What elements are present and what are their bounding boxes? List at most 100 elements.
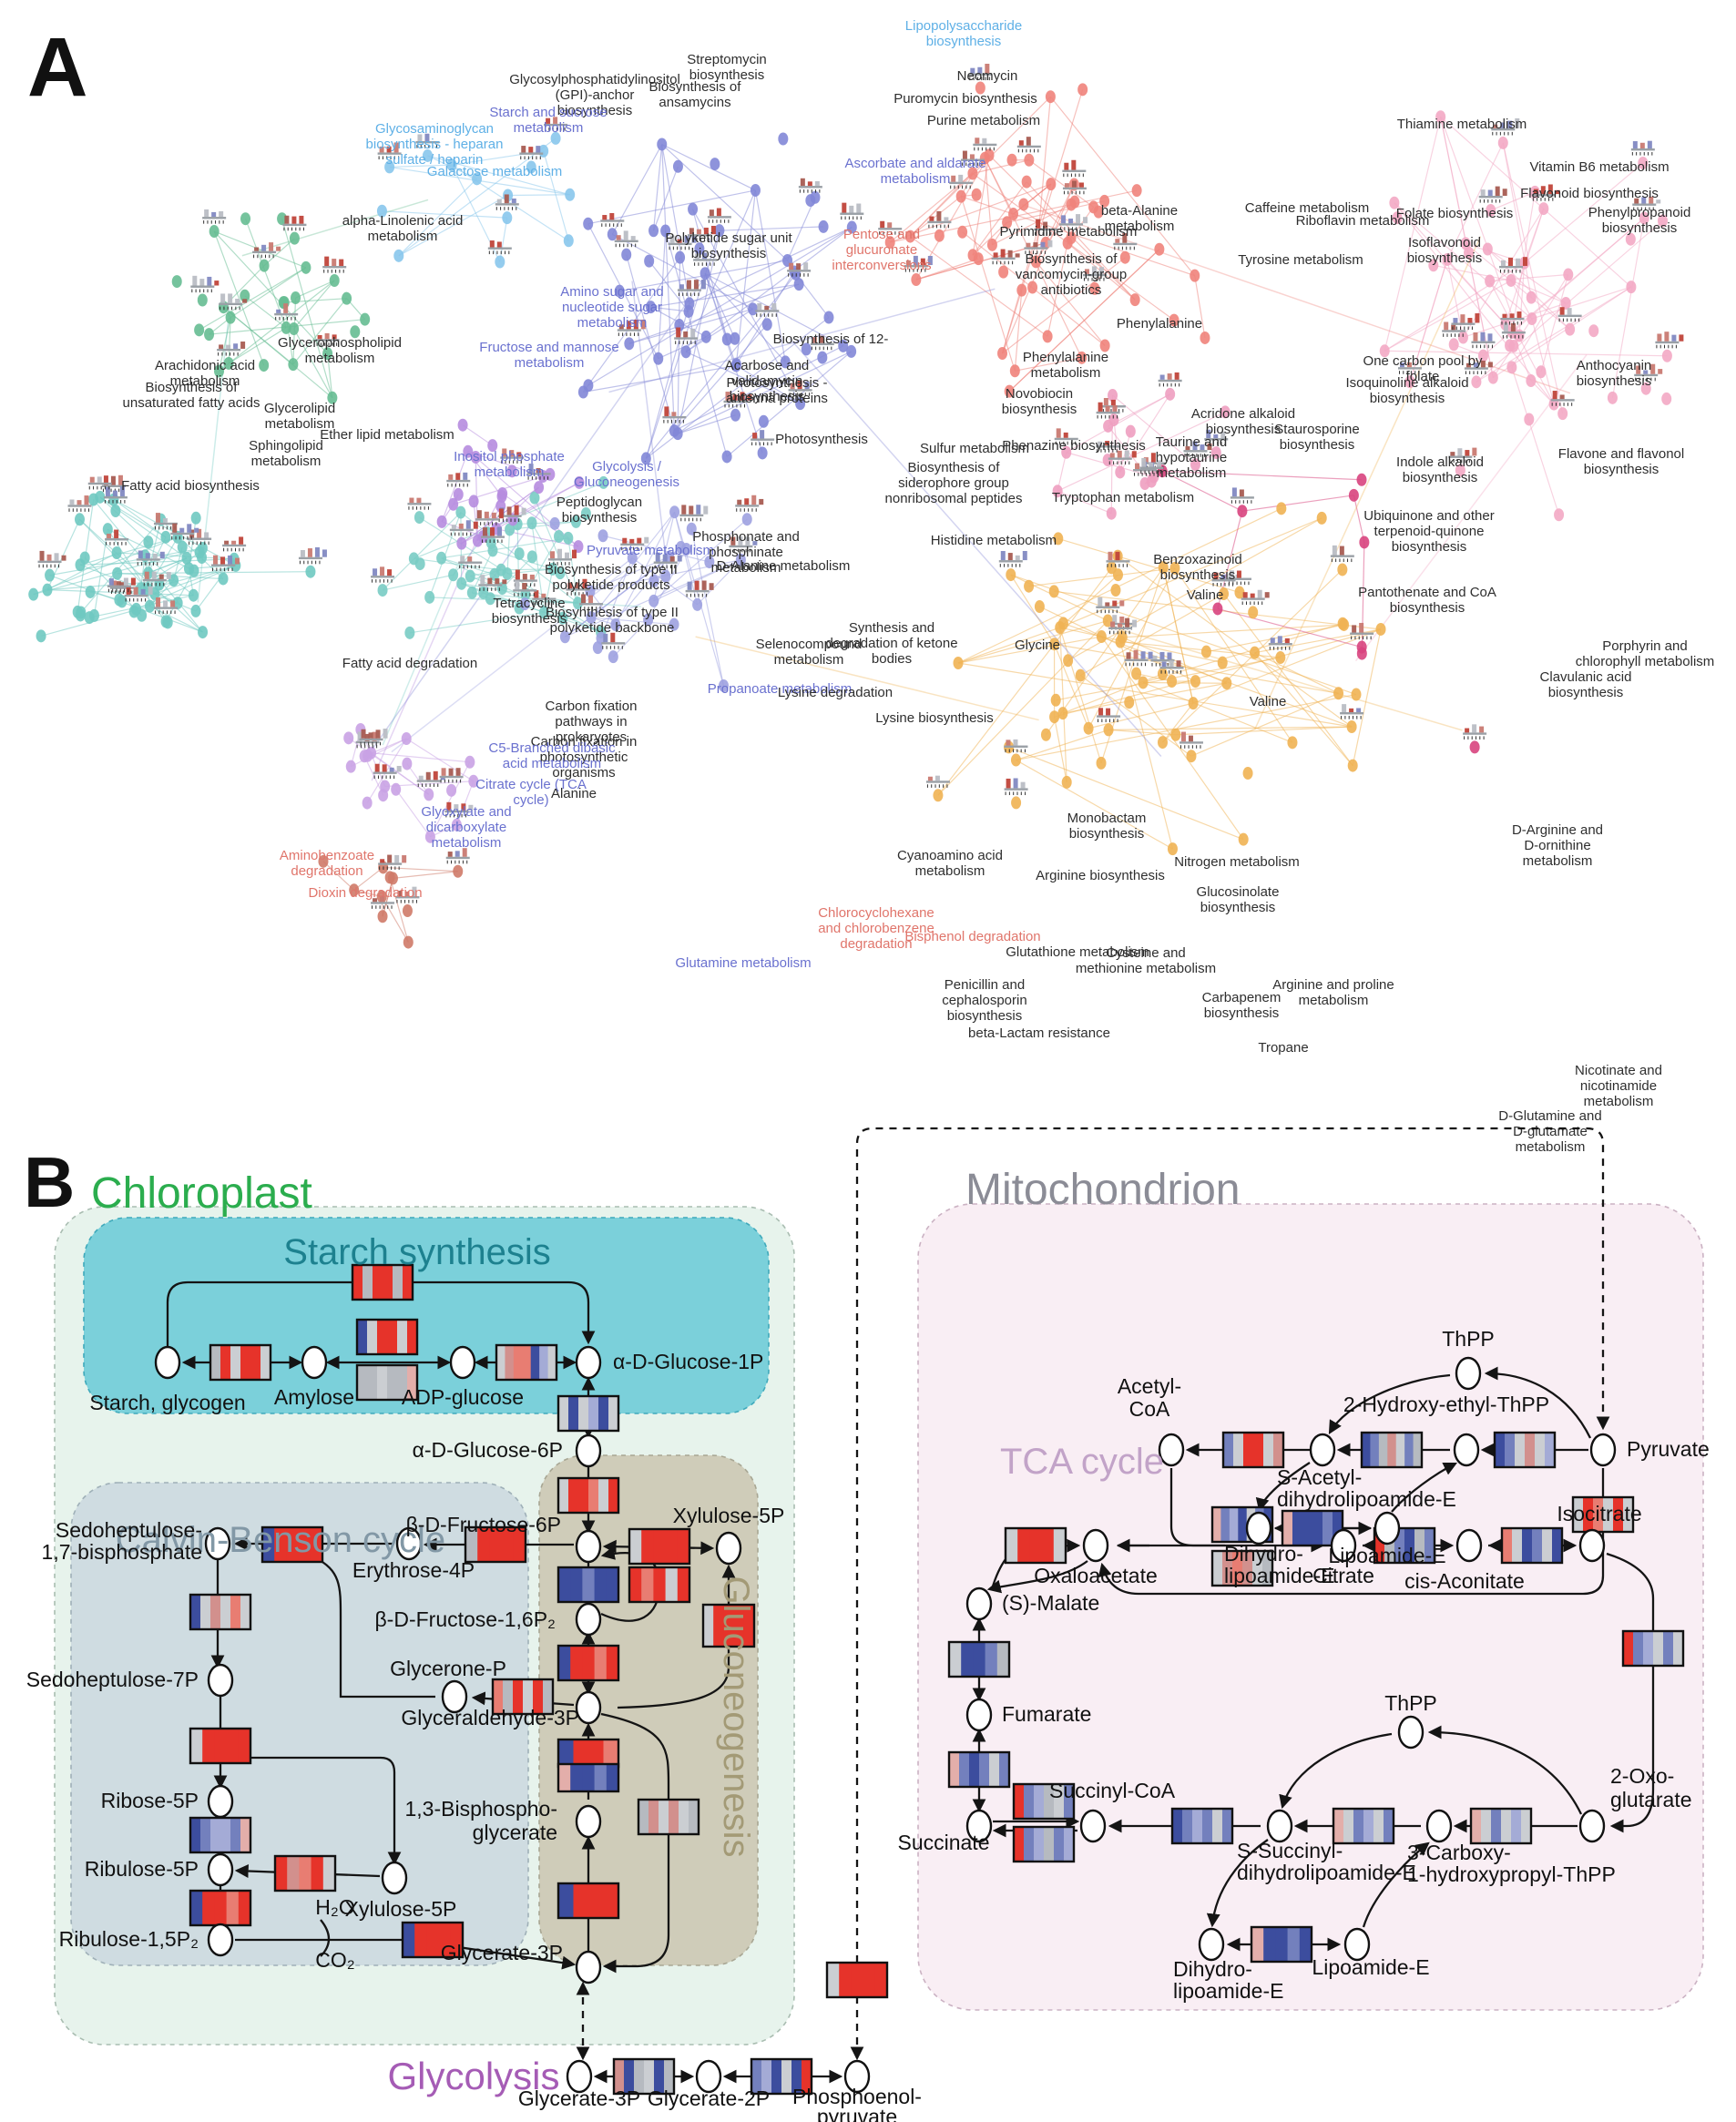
diagram-label: β-D-Fructose-1,6P₂ bbox=[374, 1607, 556, 1631]
pathway-node bbox=[327, 391, 338, 404]
pathway-node bbox=[1217, 656, 1228, 669]
pathway-node bbox=[1212, 602, 1223, 616]
pathway-node bbox=[377, 584, 388, 597]
pathway-node bbox=[1106, 506, 1117, 520]
pathway-label: Pentose and glucuronate interconversions bbox=[832, 227, 931, 273]
pathway-node bbox=[281, 321, 291, 334]
diagram-label: Citrate bbox=[1312, 1564, 1374, 1587]
pathway-node bbox=[448, 497, 459, 511]
pathway-label: Vitamin B6 metabolism bbox=[1529, 159, 1669, 175]
pathway-node bbox=[1167, 842, 1178, 856]
diagram-label: Isocitrate bbox=[1557, 1502, 1641, 1525]
pathway-node bbox=[846, 344, 857, 358]
heatmap-box bbox=[637, 1798, 700, 1836]
pathway-node bbox=[305, 565, 316, 578]
pathway-node bbox=[555, 566, 566, 580]
pathway-label: Flavonoid biosynthesis bbox=[1520, 186, 1659, 201]
pathway-node bbox=[446, 783, 457, 797]
metabolite-node bbox=[965, 1809, 993, 1843]
diagram-label: Succinyl-CoA bbox=[1049, 1779, 1176, 1802]
pathway-node bbox=[1389, 196, 1400, 209]
pathway-node bbox=[1661, 349, 1672, 362]
pathway-node bbox=[1234, 586, 1245, 599]
diagram-label: Sedoheptulose-7P bbox=[26, 1668, 199, 1691]
reaction-edge bbox=[1391, 1462, 1458, 1513]
pathway-node bbox=[404, 626, 415, 639]
pathway-node bbox=[1131, 667, 1142, 680]
pathway-label: Nicotinate and nicotinamide metabolism bbox=[1575, 1063, 1662, 1109]
pathway-node bbox=[1448, 338, 1459, 352]
reaction-edge bbox=[220, 1756, 402, 1866]
pathway-label: Glycosaminoglycan biosynthesis - heparan s… bbox=[366, 121, 504, 168]
metabolite-node bbox=[207, 1923, 234, 1957]
pathway-node bbox=[646, 301, 657, 314]
heatmap-box bbox=[1332, 1807, 1395, 1845]
heatmap-box bbox=[1500, 1526, 1564, 1565]
pathway-node bbox=[424, 788, 434, 801]
pathway-label: Arachidonic acid metabolism bbox=[155, 358, 255, 389]
diagram-label: ThPP bbox=[1442, 1327, 1495, 1351]
pathway-node bbox=[197, 293, 208, 307]
pathway-label: Phenylalanine metabolism bbox=[1023, 350, 1108, 381]
pathway-node bbox=[1045, 90, 1056, 104]
pathway-node bbox=[1053, 532, 1064, 546]
pathway-node bbox=[1359, 536, 1370, 549]
pathway-node bbox=[1526, 291, 1537, 304]
pathway-node bbox=[710, 158, 720, 171]
pathway-label: Tyrosine metabolism bbox=[1238, 252, 1363, 268]
diagram-label: Amylose bbox=[274, 1385, 354, 1409]
pathway-node bbox=[1346, 720, 1357, 734]
pathway-label: Glycerolipid metabolism bbox=[264, 401, 335, 432]
pathway-node bbox=[1221, 677, 1232, 690]
pathway-node bbox=[608, 650, 618, 664]
pathway-node bbox=[240, 212, 251, 226]
pathway-node bbox=[1242, 767, 1253, 780]
pathway-node bbox=[688, 202, 699, 216]
pathway-label: Glutamine metabolism bbox=[675, 955, 811, 971]
heatmap-box bbox=[189, 1889, 252, 1927]
diagram-label: dihydrolipoamide-E bbox=[1277, 1487, 1456, 1511]
pathway-node bbox=[448, 568, 459, 582]
pathway-node bbox=[171, 275, 182, 289]
pathway-label: Biosynthesis of type II polyketide backbo… bbox=[546, 605, 679, 636]
pathway-node bbox=[36, 629, 46, 643]
pathway-label: Benzoxazinoid biosynthesis bbox=[1153, 552, 1242, 583]
pathway-node bbox=[672, 427, 683, 441]
metabolite-nodes bbox=[154, 1345, 1617, 2094]
pathway-label: Cyanoamino acid metabolism bbox=[897, 848, 1003, 879]
metabolite-node bbox=[575, 1433, 602, 1468]
pathway-node bbox=[1096, 630, 1107, 644]
pathway-node bbox=[465, 569, 475, 583]
heatmap-box bbox=[612, 2057, 676, 2096]
pathway-node bbox=[131, 602, 142, 616]
pathway-node bbox=[1482, 242, 1493, 256]
pathway-node bbox=[975, 81, 985, 95]
pathway-label: Staurosporine biosynthesis bbox=[1274, 422, 1359, 453]
pathway-node bbox=[350, 325, 361, 339]
pathway-node bbox=[289, 322, 300, 336]
pathway-node bbox=[1356, 640, 1367, 654]
pathway-label: Porphyrin and chlorophyll metabolism bbox=[1576, 638, 1715, 669]
pathway-node bbox=[1165, 387, 1176, 401]
pathway-node bbox=[1536, 365, 1547, 379]
pathway-node bbox=[1157, 667, 1168, 680]
metabolite-node bbox=[575, 1602, 602, 1637]
diagram-label: Starch synthesis bbox=[283, 1232, 550, 1272]
pathway-node bbox=[1052, 485, 1063, 498]
pathway-node bbox=[748, 302, 759, 316]
pathway-node bbox=[559, 630, 570, 644]
pathway-node bbox=[1237, 505, 1248, 518]
metabolite-node bbox=[1578, 1528, 1606, 1563]
diagram-label: Sedoheptulose- bbox=[56, 1518, 202, 1542]
pathway-label: Valine bbox=[1250, 694, 1287, 709]
diagram-label: Succinate bbox=[897, 1831, 989, 1854]
pathway-node bbox=[468, 495, 479, 508]
pathway-node bbox=[85, 585, 96, 598]
metabolite-node bbox=[1245, 1511, 1272, 1546]
pathway-label: Indole alkaloid biosynthesis bbox=[1396, 454, 1484, 485]
pathway-node bbox=[680, 345, 691, 359]
pathway-label: Streptomycin biosynthesis bbox=[687, 52, 767, 83]
pathway-node bbox=[1048, 585, 1059, 598]
pathway-label: Biosynthesis of siderophore group nonribos… bbox=[885, 460, 1023, 506]
